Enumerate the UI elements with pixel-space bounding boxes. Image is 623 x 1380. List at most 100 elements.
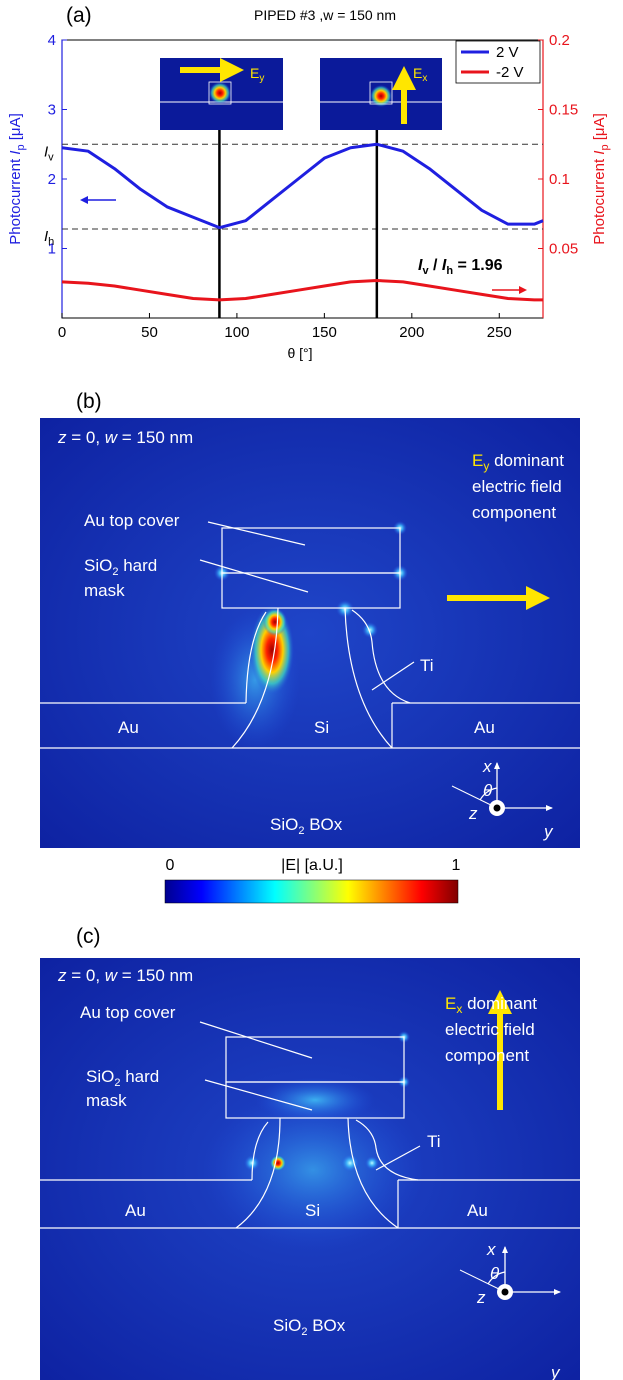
panel-c: (c) z = 0, w = 150 nm Ex dominant electr… <box>40 925 580 1380</box>
ref-sub: v <box>48 151 54 163</box>
series-line <box>62 280 543 299</box>
inset-label-sub: y <box>259 73 264 84</box>
axis-z: z <box>476 1288 486 1307</box>
y2-label-unit: [μA] <box>591 113 608 144</box>
inset-label-sub: x <box>422 73 427 84</box>
colorbar: 0 |E| [a.U.] 1 <box>165 857 461 903</box>
label-hard-mask: SiO2 hard <box>84 556 157 578</box>
label-si: Si <box>305 1201 320 1220</box>
ref-sub: h <box>48 236 54 248</box>
x-axis-label: θ [°] <box>287 345 312 361</box>
hm-text: hard <box>118 556 157 575</box>
axis-theta: θ <box>490 1264 500 1283</box>
box-text: BOx <box>307 1316 345 1335</box>
y2-tick-label: 0.05 <box>549 241 578 258</box>
label-hard-mask: SiO2 hard <box>86 1067 159 1089</box>
field-note: electric field <box>472 477 562 496</box>
box-text: SiO <box>273 1316 301 1335</box>
axis-arrow-head <box>80 196 88 204</box>
label-box: SiO2 BOx <box>273 1316 346 1338</box>
panel-a: (a) PIPED #3 ,w = 150 nm Ey Ex Iv / Ih =… <box>7 4 611 361</box>
condition: z = 0, w = 150 nm <box>57 966 193 985</box>
x-tick-label: 200 <box>399 324 424 341</box>
field-note: component <box>472 503 556 522</box>
label-hard-mask: mask <box>84 581 125 600</box>
figure: (a) PIPED #3 ,w = 150 nm Ey Ex Iv / Ih =… <box>0 0 623 1380</box>
panel-label: (c) <box>76 925 101 948</box>
axis-y: y <box>543 822 554 841</box>
condition: z = 0, w = 150 nm <box>57 428 193 447</box>
label-au: Au <box>474 718 495 737</box>
label-au: Au <box>125 1201 146 1220</box>
cond-text: = 150 nm <box>117 966 193 985</box>
hm-text: SiO <box>86 1067 114 1086</box>
label-hard-mask: mask <box>86 1091 127 1110</box>
cond-z: z <box>57 966 67 985</box>
field-note: component <box>445 1046 529 1065</box>
label-top-cover: Au top cover <box>84 511 180 530</box>
field-text: dominant <box>489 451 564 470</box>
cond-z: z <box>57 428 67 447</box>
label-ti: Ti <box>427 1132 441 1151</box>
axis-y: y <box>550 1363 561 1380</box>
axis-z: z <box>468 804 478 823</box>
y-label-text: Photocurrent <box>7 155 24 245</box>
field-e: E <box>445 994 456 1013</box>
series-line <box>62 144 543 227</box>
inset-y <box>160 58 283 130</box>
reference-label: Ih <box>44 228 54 248</box>
label-ti: Ti <box>420 656 434 675</box>
y-axis-label: Photocurrent Ip [μA] <box>7 113 27 245</box>
x-tick-label: 0 <box>58 324 66 341</box>
axis-arrow-head <box>519 286 527 294</box>
y-tick-label: 4 <box>48 32 56 49</box>
inset-label-e: E <box>413 65 422 81</box>
label-box: SiO2 BOx <box>270 815 343 837</box>
colorbar-min: 0 <box>166 857 175 874</box>
x-tick-label: 50 <box>141 324 158 341</box>
inset-x <box>320 58 442 130</box>
label-au: Au <box>118 718 139 737</box>
y-tick-label: 3 <box>48 102 56 119</box>
label-au: Au <box>467 1201 488 1220</box>
ratio-label: Iv / Ih = 1.96 <box>418 257 503 277</box>
reference-label: Iv <box>44 143 54 163</box>
field-text: dominant <box>462 994 537 1013</box>
hm-text: SiO <box>84 556 112 575</box>
field-note: electric field <box>445 1020 535 1039</box>
cond-text: = 0, <box>67 966 105 985</box>
x-tick-label: 100 <box>224 324 249 341</box>
axis-x: x <box>486 1240 496 1259</box>
y2-axis-label: Photocurrent Ip [μA] <box>591 113 611 245</box>
label-si: Si <box>314 718 329 737</box>
y2-tick-label: 0.2 <box>549 32 570 49</box>
box-text: SiO <box>270 815 298 834</box>
cond-text: = 0, <box>67 428 105 447</box>
axis-x: x <box>482 757 492 776</box>
inset-label-e: E <box>250 65 259 81</box>
x-tick-label: 150 <box>312 324 337 341</box>
ratio-sep: / <box>429 257 442 274</box>
ratio-value: = 1.96 <box>453 257 502 274</box>
panel-b: (b) z = 0, w = 150 nm Ey dominant electr… <box>40 390 580 848</box>
colorbar-title: |E| [a.U.] <box>281 857 343 874</box>
y2-tick-label: 0.15 <box>549 102 578 119</box>
legend-label: -2 V <box>496 64 524 81</box>
cond-text: = 150 nm <box>117 428 193 447</box>
box-text: BOx <box>304 815 342 834</box>
y2-tick-label: 0.1 <box>549 171 570 188</box>
hm-text: hard <box>120 1067 159 1086</box>
x-tick-label: 250 <box>487 324 512 341</box>
panel-label: (b) <box>76 390 102 413</box>
axis-theta: θ <box>483 781 493 800</box>
y-tick-label: 2 <box>48 171 56 188</box>
field-e: E <box>472 451 483 470</box>
y2-label-text: Photocurrent <box>591 155 608 245</box>
colorbar-max: 1 <box>452 857 461 874</box>
chart-title: PIPED #3 ,w = 150 nm <box>254 7 396 23</box>
colorbar-bar <box>165 880 458 903</box>
legend-label: 2 V <box>496 44 519 61</box>
y-label-unit: [μA] <box>7 113 24 144</box>
panel-label: (a) <box>66 4 92 27</box>
label-top-cover: Au top cover <box>80 1003 176 1022</box>
